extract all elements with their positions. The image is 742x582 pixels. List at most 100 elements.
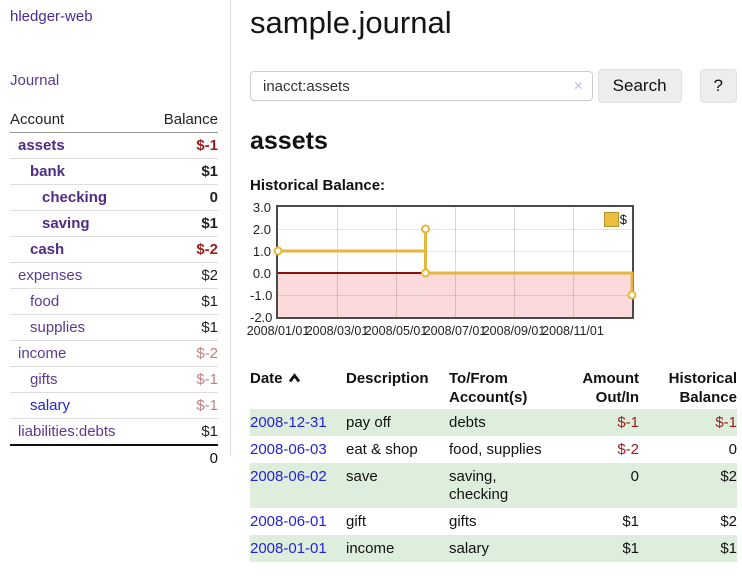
account-link-cash[interactable]: cash bbox=[30, 241, 65, 258]
gridline-vertical bbox=[455, 207, 456, 317]
accounts-total-row: 0 bbox=[10, 444, 218, 471]
account-link-saving[interactable]: saving bbox=[42, 215, 90, 232]
transaction-balance: $2 bbox=[720, 513, 737, 530]
transaction-amount: $1 bbox=[622, 540, 639, 557]
search-button[interactable]: Search bbox=[597, 69, 682, 103]
brand-link[interactable]: hledger-web bbox=[10, 8, 93, 25]
y-axis-tick-label: 3.0 bbox=[252, 200, 271, 215]
sidebar-account-row: cash $-2 bbox=[10, 237, 218, 263]
transaction-accounts: saving, checking bbox=[449, 468, 509, 503]
data-point-marker bbox=[273, 246, 283, 256]
register-table: Date Description To/From Account(s) Amou… bbox=[250, 367, 737, 562]
account-column-header: Account bbox=[10, 111, 65, 128]
chart-plot-area: $ bbox=[273, 205, 637, 319]
account-balance: $-1 bbox=[196, 137, 218, 154]
sidebar-account-row: checking 0 bbox=[10, 185, 218, 211]
transaction-date-link[interactable]: 2008-01-01 bbox=[250, 540, 327, 557]
chart-negative-region bbox=[278, 273, 632, 317]
data-point-marker bbox=[421, 268, 430, 278]
account-balance: $-1 bbox=[196, 371, 218, 388]
help-button[interactable]: ? bbox=[699, 69, 737, 103]
amount-header: Amount Out/In bbox=[582, 370, 639, 406]
date-header-label: Date bbox=[250, 370, 283, 387]
sidebar: hledger-web Journal Account Balance asse… bbox=[0, 0, 231, 467]
chart-legend: $ bbox=[603, 212, 627, 227]
register-row: 2008-12-31 pay off debts $-1 $-1 bbox=[250, 409, 737, 436]
data-point-marker bbox=[421, 224, 430, 234]
x-axis-tick-label: 2008/05/01 bbox=[364, 324, 428, 338]
gridline-vertical bbox=[396, 207, 397, 317]
search-input[interactable] bbox=[250, 71, 593, 101]
register-row: 2008-06-02 save saving, checking 0 $2 bbox=[250, 463, 737, 508]
sidebar-account-row: food $1 bbox=[10, 289, 218, 315]
account-link-bank[interactable]: bank bbox=[30, 163, 66, 180]
accounts-table-header: Account Balance bbox=[10, 107, 218, 133]
transaction-amount: $-2 bbox=[617, 441, 639, 458]
sidebar-account-row: bank $1 bbox=[10, 159, 218, 185]
account-link-assets[interactable]: assets bbox=[18, 137, 65, 154]
sort-asc-icon bbox=[288, 373, 300, 383]
account-balance: $2 bbox=[201, 267, 218, 284]
account-balance: $-2 bbox=[196, 241, 218, 258]
transaction-accounts: debts bbox=[449, 414, 486, 431]
transaction-date-link[interactable]: 2008-06-02 bbox=[250, 468, 327, 485]
account-balance: $-1 bbox=[196, 397, 218, 414]
clear-search-icon[interactable]: × bbox=[573, 77, 583, 95]
account-link-gifts[interactable]: gifts bbox=[30, 371, 58, 388]
chart-title: Historical Balance: bbox=[250, 177, 386, 194]
sidebar-account-row: supplies $1 bbox=[10, 315, 218, 341]
account-balance: $1 bbox=[201, 319, 218, 336]
account-balance: $1 bbox=[201, 423, 218, 440]
accounts-list: assets $-1 bank $1 checking 0 saving $1 cash $-2 e… bbox=[10, 133, 218, 444]
transaction-balance: $1 bbox=[720, 540, 737, 557]
page-title: sample.journal bbox=[250, 5, 452, 40]
register-header-row: Date Description To/From Account(s) Amou… bbox=[250, 367, 737, 409]
account-link-checking[interactable]: checking bbox=[42, 189, 108, 206]
sidebar-account-row: gifts $-1 bbox=[10, 367, 218, 393]
transaction-amount: $-1 bbox=[617, 414, 639, 431]
sidebar-account-row: income $-2 bbox=[10, 341, 218, 367]
transaction-description: save bbox=[346, 468, 378, 485]
y-axis-tick-label: -1.0 bbox=[250, 288, 273, 303]
x-axis-tick-label: 2008/07/01 bbox=[423, 324, 487, 338]
sort-by-date-header[interactable]: Date bbox=[250, 367, 346, 409]
historical-balance-chart: $ 3.0 2.0 1.0 0.0 -1.0 -2.0 2008/01/01 2008/03… bbox=[246, 201, 737, 339]
sidebar-account-row: assets $-1 bbox=[10, 133, 218, 159]
transaction-accounts: food, supplies bbox=[449, 441, 542, 458]
balance-column-header: Balance bbox=[163, 111, 218, 128]
account-link-expenses[interactable]: expenses bbox=[18, 267, 83, 284]
balance-header: Historical Balance bbox=[668, 370, 737, 406]
gridline-horizontal bbox=[278, 229, 632, 230]
account-link-supplies[interactable]: supplies bbox=[30, 319, 86, 336]
y-axis-tick-label: 2.0 bbox=[252, 222, 271, 237]
account-balance: 0 bbox=[209, 189, 218, 206]
sidebar-account-row: salary $-1 bbox=[10, 393, 218, 419]
sidebar-account-row: liabilities:debts $1 bbox=[10, 419, 218, 444]
account-link-income[interactable]: income bbox=[18, 345, 67, 362]
transaction-date-link[interactable]: 2008-06-03 bbox=[250, 441, 327, 458]
transaction-description: pay off bbox=[346, 414, 391, 431]
total-balance: 0 bbox=[209, 450, 218, 467]
x-axis-tick-label: 2008/03/01 bbox=[305, 324, 369, 338]
account-balance: $1 bbox=[201, 293, 218, 310]
transaction-description: eat & shop bbox=[346, 441, 418, 458]
gridline-vertical bbox=[337, 207, 338, 317]
legend-label: $ bbox=[619, 212, 627, 227]
transaction-date-link[interactable]: 2008-06-01 bbox=[250, 513, 327, 530]
transaction-balance: 0 bbox=[728, 441, 737, 458]
accounts-header: To/From Account(s) bbox=[449, 370, 528, 406]
transaction-amount: $1 bbox=[622, 513, 639, 530]
transaction-balance: $2 bbox=[720, 468, 737, 485]
account-link-food[interactable]: food bbox=[30, 293, 60, 310]
x-axis-tick-label: 2008/09/01 bbox=[482, 324, 546, 338]
x-axis-tick-label: 2008/01/01 bbox=[246, 324, 310, 338]
account-link-salary[interactable]: salary bbox=[30, 397, 71, 414]
register-row: 2008-06-03 eat & shop food, supplies $-2 0 bbox=[250, 436, 737, 463]
transaction-date-link[interactable]: 2008-12-31 bbox=[250, 414, 327, 431]
account-link-liabilities-debts[interactable]: liabilities:debts bbox=[18, 423, 116, 440]
sidebar-item-journal[interactable]: Journal bbox=[10, 72, 60, 89]
y-axis-tick-label: 0.0 bbox=[252, 266, 271, 281]
main-content: sample.journal × Search ? assets Histori… bbox=[246, 0, 737, 562]
transaction-accounts: gifts bbox=[449, 513, 477, 530]
